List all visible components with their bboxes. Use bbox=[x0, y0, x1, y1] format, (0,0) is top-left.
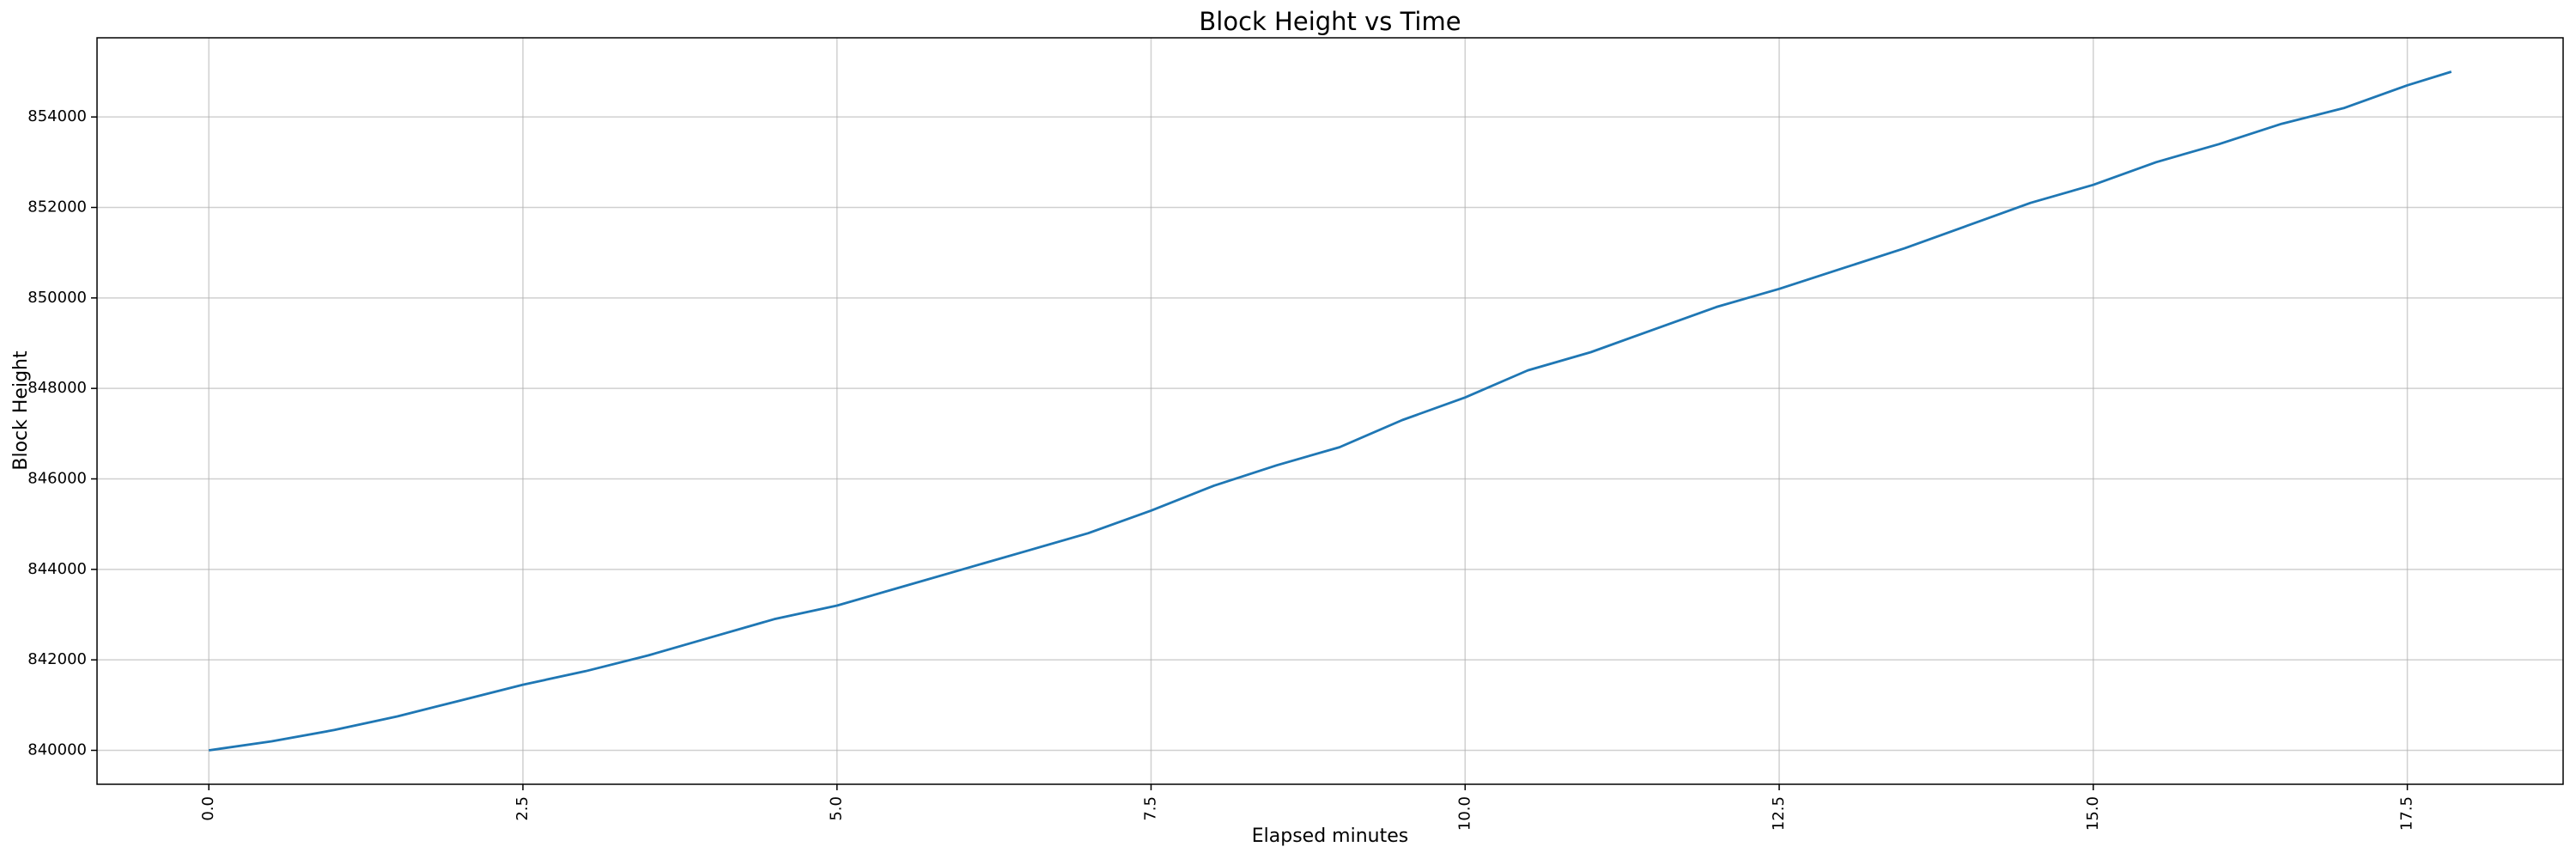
x-tick-label: 5.0 bbox=[828, 796, 846, 821]
y-tick-label: 850000 bbox=[27, 289, 87, 307]
chart-title: Block Height vs Time bbox=[1199, 7, 1461, 36]
x-axis-label: Elapsed minutes bbox=[1252, 825, 1408, 847]
y-tick-label: 840000 bbox=[27, 741, 87, 759]
y-tick-label: 842000 bbox=[27, 650, 87, 668]
y-tick-label: 854000 bbox=[27, 107, 87, 125]
y-tick-label: 852000 bbox=[27, 198, 87, 216]
x-tick-label: 12.5 bbox=[1770, 796, 1788, 831]
x-tick-label: 0.0 bbox=[199, 796, 217, 821]
x-tick-label: 2.5 bbox=[513, 796, 532, 821]
y-tick-label: 848000 bbox=[27, 379, 87, 397]
x-tick-label: 15.0 bbox=[2084, 796, 2102, 831]
y-tick-label: 844000 bbox=[27, 560, 87, 578]
x-tick-label: 7.5 bbox=[1142, 796, 1160, 821]
y-axis-label: Block Height bbox=[10, 350, 32, 471]
x-tick-label: 10.0 bbox=[1455, 796, 1473, 831]
data-line bbox=[209, 70, 2452, 752]
y-tick-label: 846000 bbox=[27, 470, 87, 488]
x-tick-label: 17.5 bbox=[2398, 796, 2416, 831]
plot-frame bbox=[96, 37, 2564, 785]
